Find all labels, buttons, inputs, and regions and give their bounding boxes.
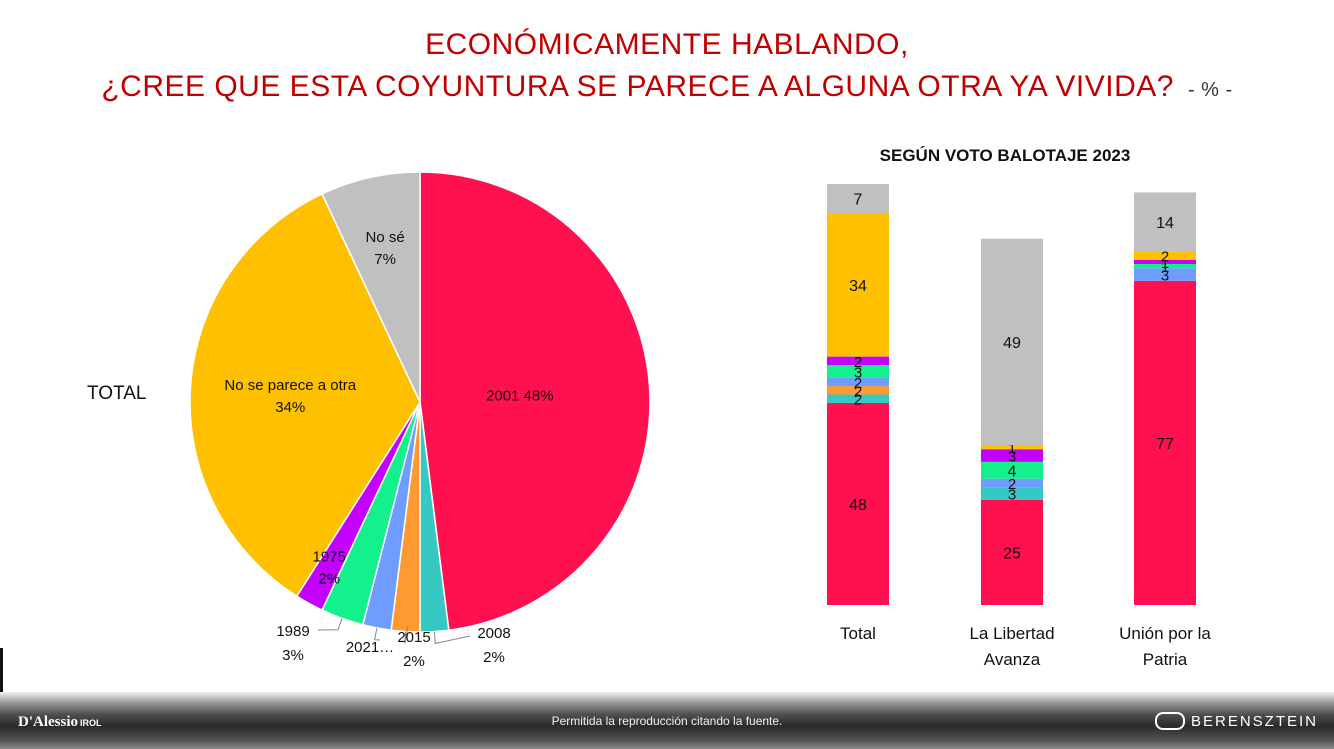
bar-value-0-1975: 2 [854,354,862,371]
pie-leader-2021 [374,627,381,641]
bar-value-1-1975: 3 [1008,449,1016,466]
pie-pct-2008: 2% [483,649,505,666]
dalessio-brand: D'Alessio [18,714,78,730]
bar-value-2-1989: 1 [1161,259,1169,276]
pie-slice-nose [321,171,421,403]
footer-notice: Permitida la reproducción citando la fue… [551,714,783,728]
bar-value-1-2001: 25 [1003,545,1021,562]
pie-label-otra: No se parece a otra [224,377,356,394]
bar-value-2-otra: 2 [1161,249,1169,266]
pie-leader-2015 [404,625,409,644]
bar-value-2-nose: 14 [1156,215,1174,232]
bar-value-1-otra: 1 [1008,440,1016,457]
bar-value-0-2015: 2 [854,383,862,400]
pie-label-2008: 2008 [477,625,510,642]
pie-pct-1989: 3% [282,647,304,664]
bar-category-label-0-0: Total [840,624,876,643]
bar-segment-1-nose [981,238,1043,446]
bar-segment-1-2001 [981,499,1043,605]
left-edge-marker [0,648,3,692]
bar-segment-2-otra [1134,251,1196,260]
bar-segment-0-nose [827,184,889,214]
bar-value-1-1989: 4 [1008,463,1017,480]
page-title-line2: ¿CREE QUE ESTA COYUNTURA SE PARECE A ALG… [0,70,1334,104]
bar-segment-1-otra [981,445,1043,450]
bar-segment-2-1989 [1134,263,1196,269]
berensztein-brand: BERENSZTEIN [1190,712,1318,730]
pie-pct-nose: 7% [374,251,396,268]
bar-value-0-2008: 2 [854,392,862,409]
berensztein-logo: BERENSZTEIN [1154,712,1318,730]
bar-segment-1-2008 [981,487,1043,500]
pie-label-1989: 1989 [276,623,309,640]
bar-segment-2-2021 [1134,268,1196,281]
pie-label-2001: 2001 48% [486,388,554,405]
pie-label-1975: 1975 [313,549,346,566]
bar-segment-2-1975 [1134,259,1196,264]
pie-label-2015: 2015 [397,629,430,646]
pie-slice-otra [189,192,421,598]
bar-value-0-nose: 7 [854,192,863,209]
footer-bar: D'Alessio IROL Permitida la reproducción … [0,692,1334,749]
bar-category-label-2-0: Unión por la [1119,624,1211,643]
bar-value-0-otra: 34 [849,278,867,295]
bar-value-1-nose: 49 [1003,335,1021,352]
bar-segment-1-1975 [981,449,1043,462]
pie-pct-1975: 2% [318,571,340,588]
bar-segment-0-2015 [827,386,889,395]
pie-label-2021: 2021… [346,639,394,656]
bar-value-0-2001: 48 [849,497,867,514]
berensztein-logo-icon [1154,712,1185,730]
bar-segment-0-2001 [827,402,889,605]
total-label: TOTAL [87,383,147,404]
pie-pct-otra: 34% [275,399,305,416]
bar-segment-0-1975 [827,356,889,366]
bar-value-0-2021: 2 [854,375,862,392]
pie-pct-2015: 2% [403,653,425,670]
bar-segment-0-2021 [827,377,889,387]
bar-segment-1-1989 [981,461,1043,479]
page-title-line1: ECONÓMICAMENTE HABLANDO, [425,28,909,61]
unit-label: - % - [1187,79,1233,101]
bar-segment-2-2001 [1134,280,1196,605]
bar-segment-1-2021 [981,478,1043,488]
page-title-question: ¿CREE QUE ESTA COYUNTURA SE PARECE A ALG… [101,70,1174,103]
bar-value-2-2021: 3 [1161,268,1169,285]
dalessio-suffix: IROL [80,718,102,728]
bar-category-label-1-1: Avanza [984,650,1041,669]
dalessio-logo: D'Alessio IROL [18,714,102,731]
pie-label-nose: No sé [366,229,405,246]
bar-segment-0-2008 [827,394,889,403]
bar-segment-2-nose [1134,192,1196,252]
bar-value-2-2001: 77 [1156,436,1174,453]
bar-chart-title: SEGÚN VOTO BALOTAJE 2023 [879,146,1131,165]
bar-category-label-2-1: Patria [1143,650,1188,669]
pie-leader-2008 [433,631,471,645]
bar-segment-0-otra [827,213,889,357]
bar-segment-0-1989 [827,365,889,378]
pie-leader-1989 [317,618,343,631]
bar-value-1-2008: 3 [1008,486,1016,503]
bar-category-label-1-0: La Libertad [969,624,1054,643]
bar-value-1-2021: 2 [1008,476,1016,493]
pie-slice-2001 [419,171,651,632]
bar-value-2-1975: 1 [1161,255,1169,272]
bar-value-0-1989: 3 [854,364,862,381]
